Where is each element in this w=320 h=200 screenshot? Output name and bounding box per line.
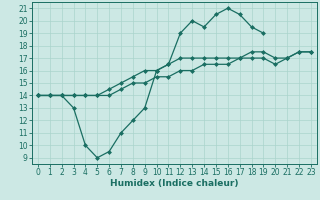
- X-axis label: Humidex (Indice chaleur): Humidex (Indice chaleur): [110, 179, 239, 188]
